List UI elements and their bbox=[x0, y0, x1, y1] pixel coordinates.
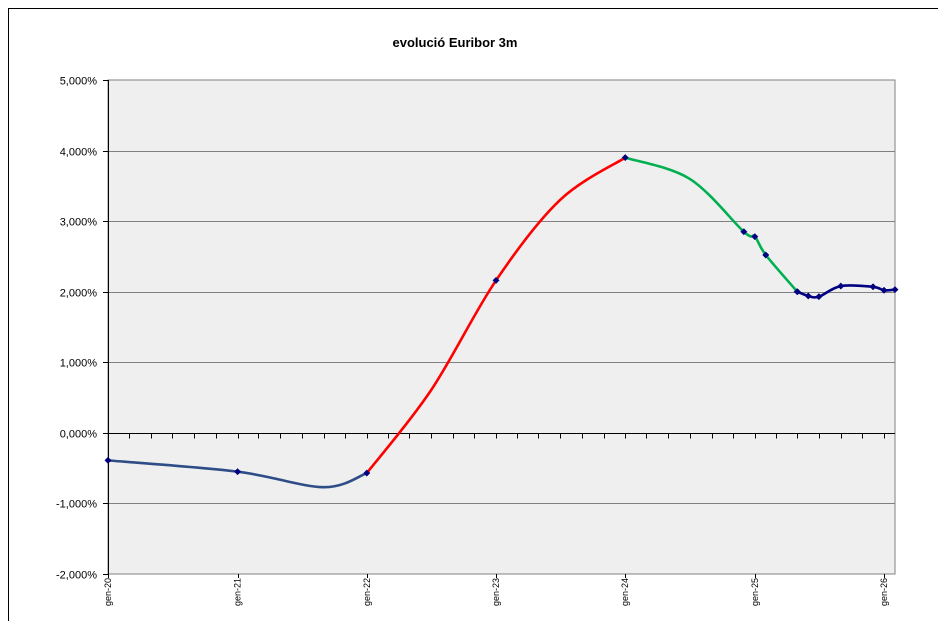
frame-border-top bbox=[8, 8, 938, 9]
x-tick-label: gen-23 bbox=[491, 578, 501, 606]
data-point bbox=[804, 292, 812, 300]
y-tick-label: 3,000% bbox=[60, 217, 98, 229]
data-point bbox=[234, 468, 242, 476]
data-point bbox=[363, 469, 371, 477]
x-tick-label: gen-26 bbox=[879, 578, 889, 606]
y-tick-label: 1,000% bbox=[60, 358, 98, 370]
plot-area: 5,000% 4,000% 3,000% 2,000% 1,000% 0,000% -1,0… bbox=[56, 76, 899, 606]
plot-background bbox=[107, 79, 896, 575]
x-tick-label: gen-21 bbox=[233, 578, 243, 606]
x-tick-label: gen-22 bbox=[362, 578, 372, 606]
y-tick-label: 5,000% bbox=[60, 76, 98, 88]
y-tick-label: 0,000% bbox=[60, 429, 98, 441]
data-point bbox=[880, 286, 888, 294]
data-point bbox=[762, 251, 770, 259]
chart-title: evolució Euribor 3m bbox=[393, 35, 518, 50]
data-point bbox=[837, 282, 845, 290]
x-tick-label: gen-24 bbox=[620, 578, 630, 606]
y-tick-label: -2,000% bbox=[56, 570, 97, 582]
data-point bbox=[621, 154, 629, 162]
data-point bbox=[492, 276, 500, 284]
data-point bbox=[751, 233, 759, 241]
data-point bbox=[869, 283, 877, 291]
y-tick-label: 2,000% bbox=[60, 288, 98, 300]
data-point bbox=[104, 456, 112, 464]
y-tick-label: -1,000% bbox=[56, 499, 97, 511]
series-line-1 bbox=[106, 459, 369, 489]
x-tick-label: gen-25 bbox=[750, 578, 760, 606]
data-point bbox=[793, 288, 801, 296]
data-point bbox=[891, 286, 899, 294]
y-tick-label: 4,000% bbox=[60, 147, 98, 159]
data-point bbox=[740, 228, 748, 236]
series-line-2 bbox=[365, 156, 627, 475]
data-point bbox=[815, 293, 823, 301]
frame-border-left bbox=[8, 8, 9, 621]
x-tick-label: gen-20 bbox=[103, 578, 113, 606]
